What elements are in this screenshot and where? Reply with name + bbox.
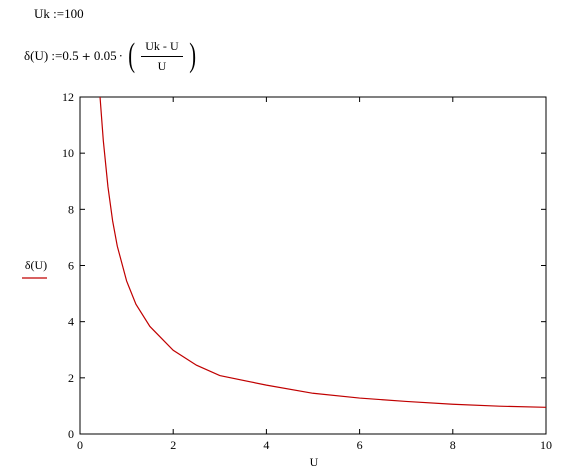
x-tick-label: 4 xyxy=(263,438,269,452)
x-axis-label: U xyxy=(310,455,319,469)
x-tick-label: 6 xyxy=(357,438,363,452)
y-tick-label: 10 xyxy=(62,146,74,160)
delta-constant: 0.5 xyxy=(62,48,79,63)
y-tick-label: 4 xyxy=(68,315,74,329)
delta-definition: δ(U) := 0.5 + 0.05 · ( Uk - U U ) xyxy=(24,38,199,74)
x-tick-label: 2 xyxy=(170,438,176,452)
plus-operator: + xyxy=(81,49,91,63)
fraction-numerator: Uk - U xyxy=(141,38,183,57)
x-tick-label: 0 xyxy=(77,438,83,452)
y-tick-label: 2 xyxy=(68,371,74,385)
y-tick-label: 8 xyxy=(68,202,74,216)
uk-definition: Uk :=100 xyxy=(34,6,84,21)
delta-coefficient: 0.05 xyxy=(93,48,117,63)
axis-ticks xyxy=(79,96,547,435)
plot-frame xyxy=(79,96,547,435)
numerator-u: U xyxy=(169,38,179,53)
series-line-delta xyxy=(99,96,547,408)
y-axis-label: δ(U) xyxy=(25,258,47,272)
fraction: Uk - U U xyxy=(141,38,183,74)
y-tick-label: 0 xyxy=(68,427,74,441)
multiply-operator: · xyxy=(118,48,123,63)
x-tick-label: 10 xyxy=(540,438,552,452)
fraction-denominator: U xyxy=(157,58,167,73)
paren-close: ) xyxy=(188,37,196,74)
tick-labels: 0 2 4 6 8 10 0 2 4 6 8 10 12 xyxy=(62,90,552,452)
y-tick-label: 12 xyxy=(62,90,74,104)
numerator-uk: Uk - xyxy=(145,38,167,53)
delta-lhs: δ(U) := xyxy=(24,48,63,63)
y-tick-label: 6 xyxy=(68,259,74,273)
paren-open: ( xyxy=(128,37,135,74)
x-tick-label: 8 xyxy=(450,438,456,452)
